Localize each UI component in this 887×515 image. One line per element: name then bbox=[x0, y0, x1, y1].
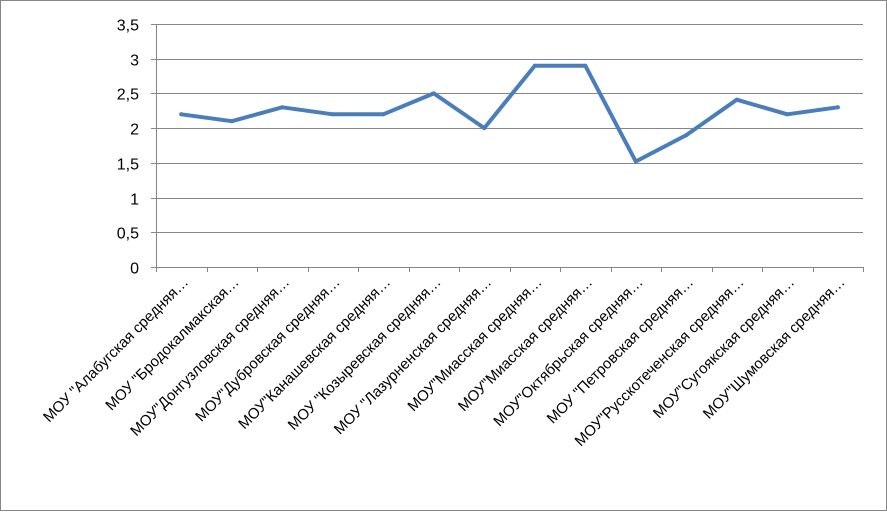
y-tick-label: 3,5 bbox=[117, 18, 139, 35]
data-point bbox=[179, 112, 184, 117]
series bbox=[179, 63, 840, 164]
y-tick-label: 0,5 bbox=[117, 226, 139, 243]
y-tick-label: 3 bbox=[130, 53, 139, 70]
data-point bbox=[431, 91, 436, 96]
data-point bbox=[482, 126, 487, 131]
data-point bbox=[785, 112, 790, 117]
axes bbox=[151, 24, 864, 272]
x-tick-labels: МОУ "Алабугская средняя…МОУ "Бродокалмак… bbox=[40, 274, 849, 450]
y-tick-label: 1 bbox=[130, 192, 139, 209]
series-line bbox=[179, 63, 840, 164]
y-tick-label: 2 bbox=[130, 122, 139, 139]
data-point bbox=[229, 119, 234, 124]
gridlines bbox=[156, 24, 863, 233]
data-point bbox=[280, 105, 285, 110]
y-tick-label: 1,5 bbox=[117, 157, 139, 174]
data-point bbox=[330, 112, 335, 117]
data-point bbox=[583, 63, 588, 68]
data-point bbox=[532, 63, 537, 68]
data-point bbox=[684, 133, 689, 138]
data-point bbox=[734, 97, 739, 102]
y-tick-label: 0 bbox=[130, 261, 139, 278]
y-tick-label: 2,5 bbox=[117, 87, 139, 104]
data-point bbox=[633, 159, 638, 164]
y-tick-labels: 0 0,5 1 1,5 2 2,5 3 3,5 bbox=[117, 18, 139, 278]
data-point bbox=[381, 112, 386, 117]
data-point bbox=[835, 105, 840, 110]
